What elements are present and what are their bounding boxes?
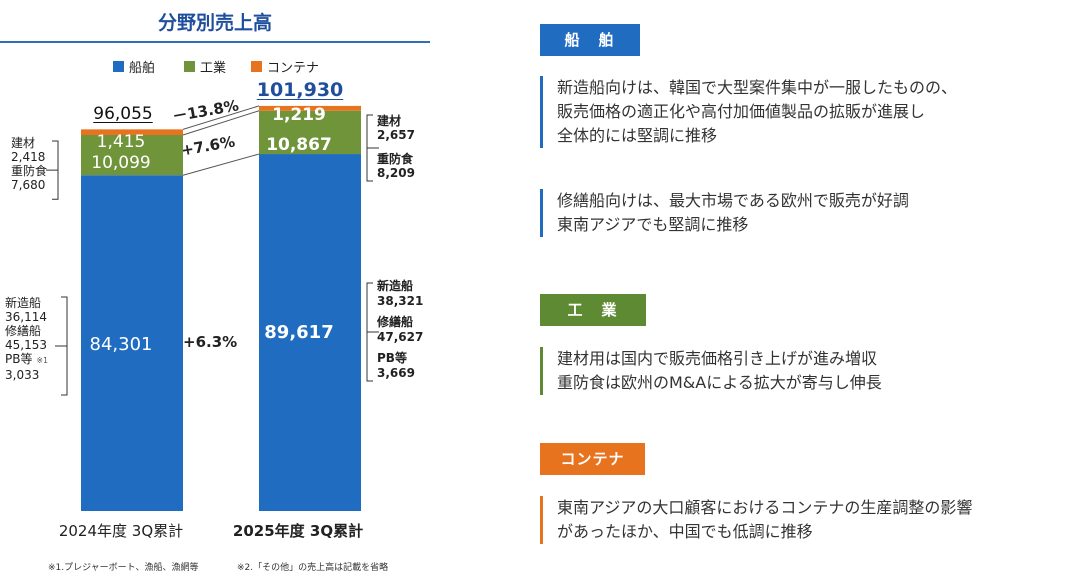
chart-title: 分野別売上高 bbox=[157, 12, 272, 34]
bar-label-industry-2024: 10,099 bbox=[91, 153, 151, 173]
right-pb-label: PB等 bbox=[377, 351, 407, 365]
bracket-right-industry bbox=[366, 114, 379, 182]
section-line: 東南アジアの大口顧客におけるコンテナの生産調整の影響 bbox=[557, 498, 973, 517]
right-shinzosen-label: 新造船 bbox=[377, 279, 414, 293]
right-pb-value: 3,669 bbox=[377, 366, 415, 380]
legend-swatch-ship bbox=[113, 61, 124, 72]
right-kenzai-label: 建材 bbox=[377, 114, 402, 128]
left-shinzosen-value: 36,114 bbox=[5, 310, 47, 324]
legend-item-industry: 工業 bbox=[184, 57, 226, 76]
right-annotation-industry: 建材 2,657 重防食 8,209 bbox=[377, 114, 437, 180]
bar-ship-2024 bbox=[81, 175, 183, 512]
section-line: 新造船向けは、韓国で大型案件集中が一服したものの、 bbox=[557, 78, 958, 97]
section-line: 全体的には堅調に推移 bbox=[557, 126, 718, 145]
section-line: 重防食は欧州のM&Aによる拡大が寄与し伸長 bbox=[557, 373, 882, 392]
left-juboshoku-value: 7,680 bbox=[11, 178, 46, 192]
bar-industry-2024 bbox=[81, 134, 183, 176]
bracket-left-industry bbox=[46, 140, 59, 200]
section-line: 建材用は国内で販売価格引き上げが進み増収 bbox=[557, 349, 878, 368]
section-line: 東南アジアでも堅調に推移 bbox=[557, 215, 749, 234]
sales-chart bbox=[46, 105, 379, 512]
section-line: 販売価格の適正化や高付加価値製品の拡販が進展し bbox=[557, 102, 926, 121]
bar-label-industry-2025: 10,867 bbox=[266, 135, 332, 155]
section-badge-industry: 工 業 bbox=[540, 294, 646, 326]
bar-label-ship-2024: 84,301 bbox=[89, 334, 153, 355]
total-label-2025: 101,930 bbox=[256, 79, 344, 101]
footnote-2: ※2.「その他」の売上高は記載を省略 bbox=[237, 563, 389, 573]
legend-label-ship: 船舶 bbox=[129, 61, 156, 76]
legend-label-industry: 工業 bbox=[200, 61, 227, 76]
x-label-2024: 2024年度 3Q累計 bbox=[58, 522, 184, 540]
left-pb-value: 3,033 bbox=[5, 368, 40, 382]
right-shinzosen-value: 38,321 bbox=[377, 294, 424, 308]
left-shinzosen-label: 新造船 bbox=[5, 296, 42, 310]
right-annotation-ship: 新造船 38,321 修繕船 47,627 PB等 3,669 bbox=[377, 279, 437, 381]
x-label-2025: 2025年度 3Q累計 bbox=[232, 522, 364, 540]
legend-item-container: コンテナ bbox=[251, 57, 319, 76]
bar-ship-2025 bbox=[259, 154, 361, 511]
right-shuzensen-value: 47,627 bbox=[377, 330, 424, 344]
section-line: 修繕船向けは、最大市場である欧州で販売が好調 bbox=[557, 191, 909, 210]
section-text-industry: 建材用は国内で販売価格引き上げが進み増収 重防食は欧州のM&Aによる拡大が寄与し… bbox=[540, 347, 882, 395]
legend-label-container: コンテナ bbox=[267, 61, 320, 76]
legend-swatch-container bbox=[251, 61, 262, 72]
bar-label-container-2024: 1,415 bbox=[96, 132, 146, 152]
title-divider bbox=[0, 41, 430, 43]
section-text-container: 東南アジアの大口顧客におけるコンテナの生産調整の影響 があったほか、中国でも低調… bbox=[540, 496, 972, 544]
right-shuzensen-label: 修繕船 bbox=[377, 315, 414, 329]
right-kenzai-value: 2,657 bbox=[377, 128, 415, 142]
bracket-right-ship bbox=[366, 282, 379, 382]
legend-item-ship: 船舶 bbox=[113, 57, 155, 76]
change-label-ship: +6.3% bbox=[183, 333, 238, 351]
right-juboshoku-value: 8,209 bbox=[377, 166, 415, 180]
bar-container-2024 bbox=[81, 129, 183, 135]
left-annotation-ship: 新造船 36,114 修繕船 45,153 PB等 ※1 3,033 bbox=[5, 296, 65, 382]
connector-ship-top bbox=[182, 153, 260, 176]
left-shuzensen-value: 45,153 bbox=[5, 338, 47, 352]
left-juboshoku-label: 重防食 bbox=[11, 164, 48, 178]
bar-label-ship-2025: 89,617 bbox=[264, 322, 334, 343]
left-shuzensen-label: 修繕船 bbox=[5, 324, 42, 338]
left-pb-label: PB等 bbox=[5, 352, 33, 366]
section-badge-ship: 船 舶 bbox=[540, 24, 640, 56]
bar-label-container-2025: 1,219 bbox=[272, 105, 326, 125]
connector-total bbox=[182, 105, 260, 130]
left-kenzai-value: 2,418 bbox=[11, 150, 46, 164]
footnote-1: ※1.プレジャーボート、漁船、漁網等 bbox=[48, 563, 199, 573]
left-pb-note: ※1 bbox=[36, 356, 49, 365]
total-label-2024: 96,055 bbox=[93, 104, 153, 124]
connector-industry-top bbox=[182, 110, 260, 136]
section-text-repair: 修繕船向けは、最大市場である欧州で販売が好調 東南アジアでも堅調に推移 bbox=[540, 189, 909, 237]
bar-industry-2025 bbox=[259, 110, 361, 155]
bar-container-2025 bbox=[259, 105, 361, 111]
left-kenzai-label: 建材 bbox=[11, 136, 36, 150]
section-line: があったほか、中国でも低調に推移 bbox=[557, 522, 813, 541]
section-badge-container: コンテナ bbox=[540, 443, 645, 475]
right-juboshoku-label: 重防食 bbox=[377, 152, 414, 166]
left-annotation-industry: 建材 2,418 重防食 7,680 bbox=[11, 136, 51, 192]
legend-swatch-industry bbox=[184, 61, 195, 72]
bracket-left-ship bbox=[55, 296, 68, 396]
section-text-newbuild: 新造船向けは、韓国で大型案件集中が一服したものの、 販売価格の適正化や高付加価値… bbox=[540, 76, 957, 148]
